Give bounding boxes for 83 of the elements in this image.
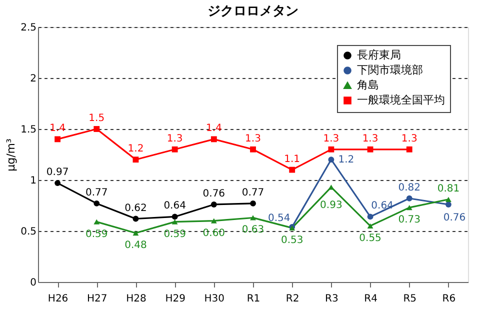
data-label: 0.64: [371, 200, 394, 212]
data-label: 0.76: [443, 212, 466, 224]
data-label: 0.64: [164, 200, 186, 212]
point: [132, 230, 139, 236]
point: [54, 180, 61, 186]
point: [367, 214, 374, 220]
point: [172, 146, 178, 152]
point: [94, 200, 100, 206]
point: [132, 216, 139, 222]
x-tick-label: R2: [286, 294, 300, 304]
y-tick-label: 2: [30, 74, 36, 84]
data-label: 1.2: [338, 154, 354, 166]
chart-title: ジクロロメタン: [208, 4, 298, 19]
y-tick-label: 1: [30, 176, 36, 186]
data-label: 0.77: [86, 187, 108, 198]
x-tick-label: H29: [165, 294, 186, 304]
point: [328, 156, 334, 163]
data-label: 1.3: [245, 133, 261, 144]
point: [406, 195, 412, 202]
x-tick-label: H27: [87, 294, 108, 304]
point: [54, 136, 61, 142]
legend-label: 一般環境全国平均: [357, 94, 445, 106]
data-label: 0.53: [280, 234, 304, 246]
point: [132, 156, 139, 163]
point: [94, 126, 100, 132]
point: [406, 146, 412, 152]
x-tick-label: H30: [204, 294, 225, 304]
data-label: 1.3: [166, 133, 183, 144]
data-label: 1.5: [88, 113, 105, 124]
point: [250, 146, 256, 152]
data-label: 0.76: [202, 188, 226, 200]
point: [328, 146, 334, 152]
data-label: 0.48: [124, 240, 147, 252]
data-label: 0.82: [398, 182, 420, 194]
data-label: 1.1: [284, 154, 300, 165]
legend-label: 角島: [357, 78, 379, 92]
data-label: 0.55: [359, 232, 382, 244]
legend-label: 長府東局: [357, 48, 401, 62]
data-label: 0.60: [202, 228, 226, 239]
point: [210, 202, 217, 208]
data-label: 1.4: [50, 123, 66, 134]
x-tick-label: H28: [126, 294, 146, 304]
data-label: 0.62: [124, 202, 147, 214]
point: [445, 196, 452, 202]
y-tick-label: 0.5: [20, 226, 36, 238]
point: [367, 146, 374, 152]
data-label: 0.63: [242, 224, 264, 236]
data-label: 0.93: [320, 200, 342, 212]
point: [328, 184, 334, 190]
point: [289, 166, 296, 173]
x-tick-label: R3: [325, 294, 338, 304]
legend-label: 下関市環境部: [357, 64, 423, 76]
y-tick-label: 2.5: [20, 22, 36, 34]
y-axis-title: μg/m³: [4, 138, 18, 172]
y-tick-label: 0: [30, 278, 36, 288]
point: [250, 200, 256, 206]
x-tick-label: R5: [403, 294, 417, 304]
data-label: 0.59: [86, 228, 108, 240]
point: [210, 218, 217, 224]
data-label: 0.59: [164, 228, 186, 240]
data-label: 1.4: [206, 123, 222, 134]
data-label: 0.54: [268, 212, 290, 224]
x-tick-label: H26: [48, 294, 68, 304]
point: [172, 214, 178, 220]
point: [210, 136, 217, 142]
data-label: 0.81: [437, 183, 460, 194]
point: [406, 204, 412, 210]
point: [445, 202, 452, 208]
point: [172, 219, 178, 224]
x-tick-label: R1: [246, 294, 260, 304]
data-label: 1.3: [323, 133, 340, 144]
data-label: 0.73: [398, 214, 420, 226]
data-label: 0.77: [242, 187, 264, 198]
data-label: 1.3: [401, 133, 418, 144]
data-label: 1.3: [362, 133, 378, 144]
point: [94, 219, 100, 224]
point: [250, 215, 256, 220]
data-label: 1.2: [128, 144, 144, 155]
x-tick-label: R6: [442, 294, 456, 304]
point: [367, 223, 374, 228]
y-tick-label: 1.5: [20, 124, 36, 136]
x-tick-label: R4: [364, 294, 378, 304]
data-label: 0.97: [46, 167, 69, 178]
